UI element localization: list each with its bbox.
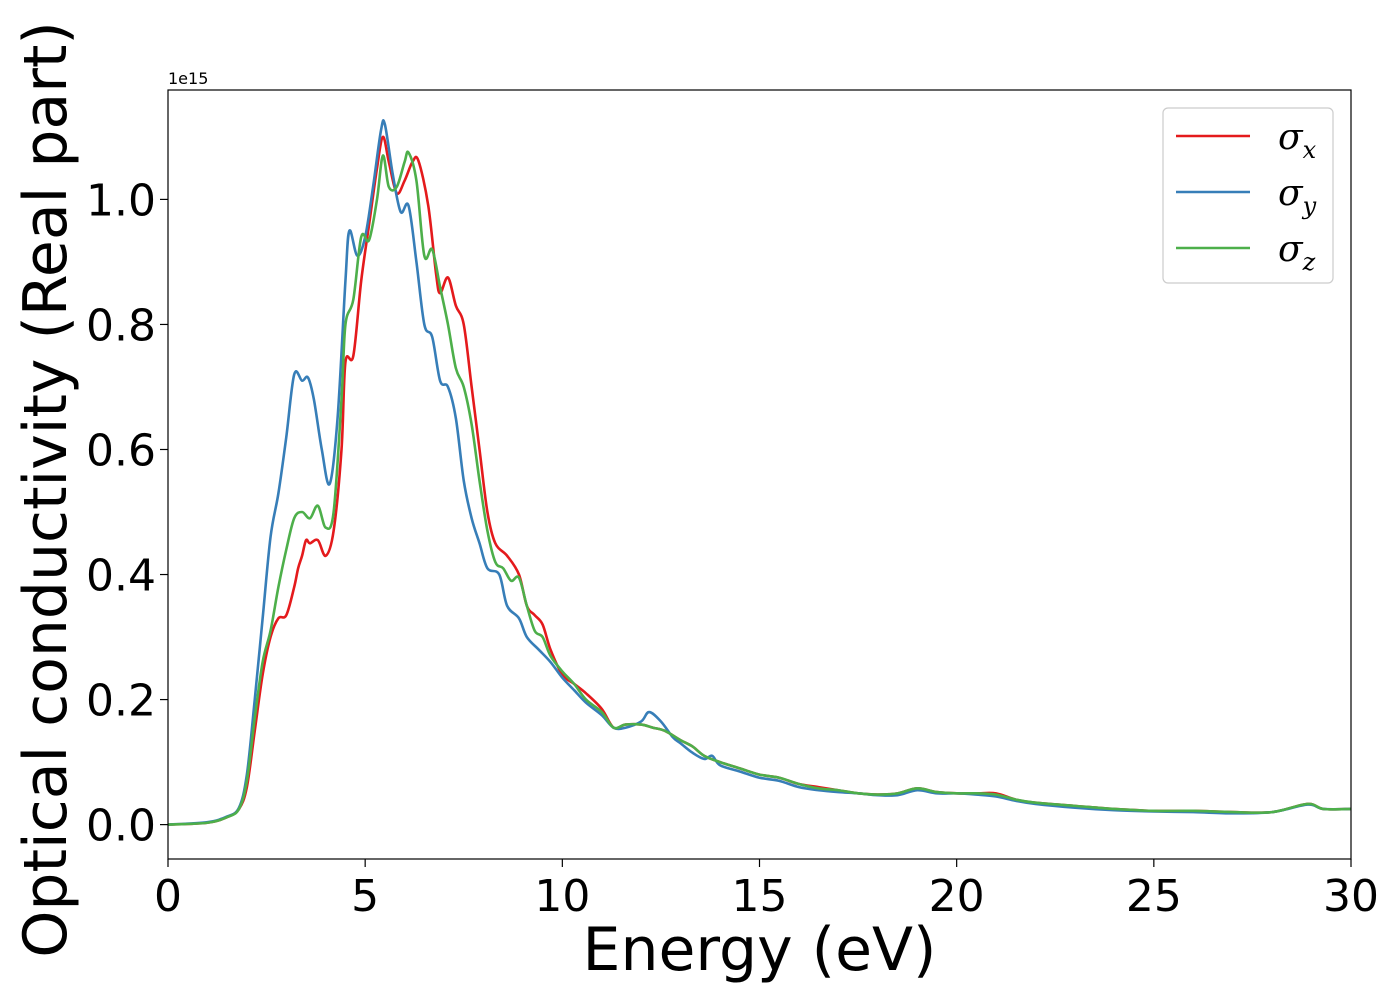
y-tick-label: 1.0 [86,175,156,226]
y-tick-label: 0.0 [86,801,156,852]
x-tick-label: 25 [1126,871,1182,922]
x-tick-label: 20 [929,871,985,922]
series-layer [167,119,1352,826]
x-tick-label: 0 [154,871,182,922]
y-axis-label: Optical conductivity (Real part) [11,21,81,958]
y-tick-label: 0.8 [86,300,156,351]
y-offset-text: 1e15 [168,69,208,88]
y-tick-label: 0.2 [86,676,156,727]
x-tick-label: 15 [732,871,788,922]
y-axis: 0.0 0.2 0.4 0.6 0.8 1.0 [86,175,168,852]
x-axis-label: Energy (eV) [583,915,937,985]
x-tick-label: 10 [534,871,590,922]
series-line-z [167,150,1352,826]
y-tick-label: 0.6 [86,425,156,476]
y-tick-label: 0.4 [86,551,156,602]
x-axis: 0 5 10 15 20 25 30 [154,859,1379,922]
legend-label-z: σz [1278,229,1316,276]
legend-label-y: σy [1278,173,1317,220]
legend-box [1162,107,1334,284]
x-tick-label: 5 [351,871,379,922]
x-tick-label: 30 [1323,871,1379,922]
legend: σx σy σz [1162,107,1334,284]
legend-label-x: σx [1278,117,1317,164]
